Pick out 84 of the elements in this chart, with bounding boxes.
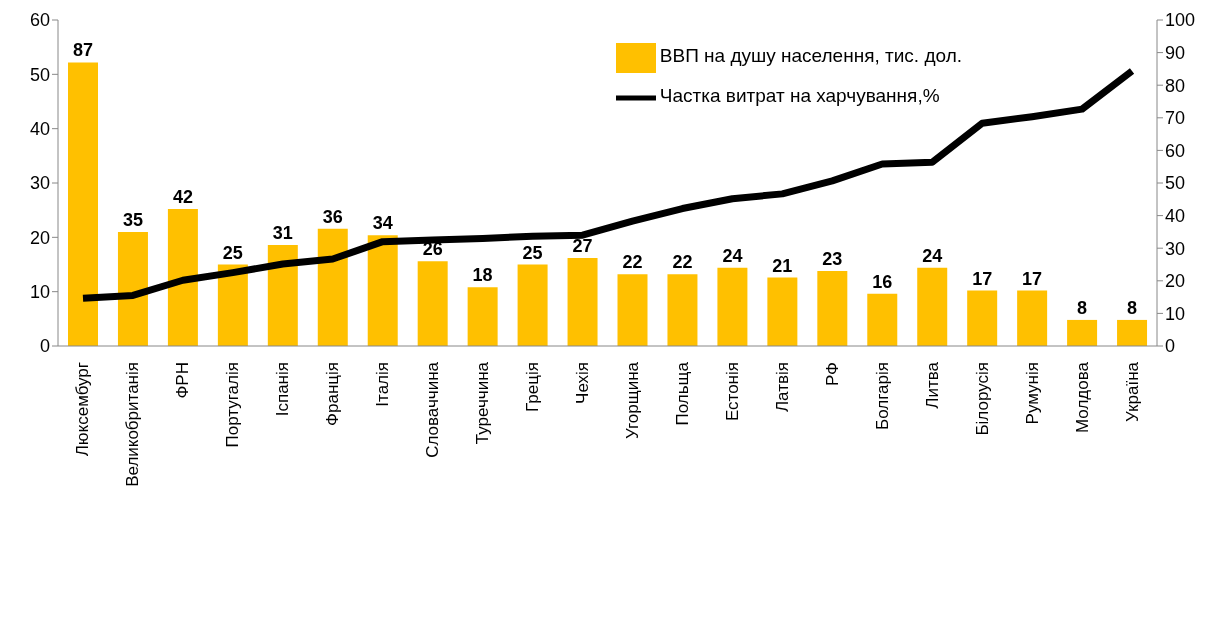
bar <box>68 62 98 346</box>
x-tick-label: Великобританія <box>123 362 143 487</box>
x-tick-label: Португалія <box>223 362 243 448</box>
data-label: 22 <box>622 252 643 273</box>
data-label: 24 <box>922 245 943 266</box>
bar <box>117 231 148 346</box>
data-label: 21 <box>772 255 793 276</box>
data-label: 18 <box>472 265 493 286</box>
bar <box>817 271 848 346</box>
bar <box>967 290 998 346</box>
data-label: 22 <box>672 252 693 273</box>
data-label: 42 <box>172 187 193 208</box>
bar <box>567 257 598 346</box>
legend-label: ВВП на душу населення, тис. дол. <box>659 45 962 67</box>
y2-tick-label: 10 <box>1165 303 1186 324</box>
bar <box>317 228 348 346</box>
y-tick-label: 30 <box>29 173 50 194</box>
y-tick-label: 50 <box>29 64 50 85</box>
x-tick-label: Чехія <box>573 362 593 404</box>
x-tick-label: Латвія <box>772 362 792 413</box>
bar <box>417 261 448 346</box>
y-tick-label: 10 <box>29 282 50 303</box>
y2-tick-label: 70 <box>1165 108 1186 129</box>
data-label: 17 <box>1022 268 1043 289</box>
y2-tick-label: 100 <box>1165 10 1196 31</box>
bar <box>717 267 748 346</box>
data-label: 25 <box>222 242 243 263</box>
bar <box>867 293 898 346</box>
bar <box>467 287 498 346</box>
data-label: 16 <box>872 271 893 292</box>
bar <box>617 274 648 346</box>
x-tick-label: Естонія <box>722 362 742 422</box>
y2-tick-label: 90 <box>1165 42 1186 63</box>
bar <box>517 264 548 346</box>
data-label: 23 <box>822 249 843 270</box>
y-tick-label: 40 <box>29 119 50 140</box>
y2-tick-label: 80 <box>1165 75 1186 96</box>
x-tick-label: Литва <box>922 361 942 409</box>
y2-tick-label: 40 <box>1165 205 1186 226</box>
x-tick-label: Румунія <box>1022 362 1042 425</box>
bar <box>767 277 798 346</box>
data-label: 87 <box>72 40 94 61</box>
data-label: 27 <box>572 235 593 256</box>
x-tick-label: Молдова <box>1072 361 1092 434</box>
x-tick-label: Іспанія <box>273 362 293 417</box>
data-label: 17 <box>972 268 993 289</box>
y-tick-label: 20 <box>29 227 50 248</box>
x-tick-label: Білорусія <box>972 362 992 436</box>
data-label: 24 <box>722 245 743 266</box>
y2-tick-label: 30 <box>1165 238 1186 259</box>
x-tick-label: Греція <box>523 362 543 412</box>
data-label: 31 <box>272 222 293 243</box>
x-tick-label: Угорщина <box>622 361 642 440</box>
bar <box>267 244 298 346</box>
legend-label: Частка витрат на харчування,% <box>659 85 940 107</box>
x-tick-label: Туреччина <box>473 361 493 445</box>
data-label: 25 <box>522 242 543 263</box>
x-tick-label: Словаччина <box>423 361 443 458</box>
bar <box>367 235 398 346</box>
y2-tick-label: 50 <box>1165 173 1186 194</box>
bar <box>1117 319 1148 346</box>
x-tick-label: Франція <box>323 362 343 426</box>
x-tick-label: Польща <box>672 361 692 426</box>
data-label: 8 <box>1077 297 1088 318</box>
y2-tick-label: 60 <box>1165 140 1186 161</box>
x-tick-label: Болгарія <box>872 362 892 430</box>
bar <box>917 267 948 346</box>
bar <box>1067 319 1098 346</box>
bar <box>167 209 198 346</box>
bar <box>1017 290 1048 346</box>
x-tick-label: Люксембург <box>73 362 93 457</box>
x-tick-label: Україна <box>1122 361 1142 422</box>
y2-tick-label: 20 <box>1165 271 1186 292</box>
x-tick-label: РФ <box>822 362 842 387</box>
x-tick-label: Італія <box>373 362 393 407</box>
y-tick-label: 60 <box>29 10 50 31</box>
data-label: 36 <box>322 206 343 227</box>
y-tick-label: 0 <box>39 336 50 357</box>
bar <box>667 274 698 346</box>
y2-tick-label: 0 <box>1165 336 1176 357</box>
data-label: 35 <box>122 209 143 230</box>
data-label: 34 <box>372 213 393 234</box>
data-label: 8 <box>1127 297 1138 318</box>
x-tick-label: ФРН <box>173 362 193 399</box>
